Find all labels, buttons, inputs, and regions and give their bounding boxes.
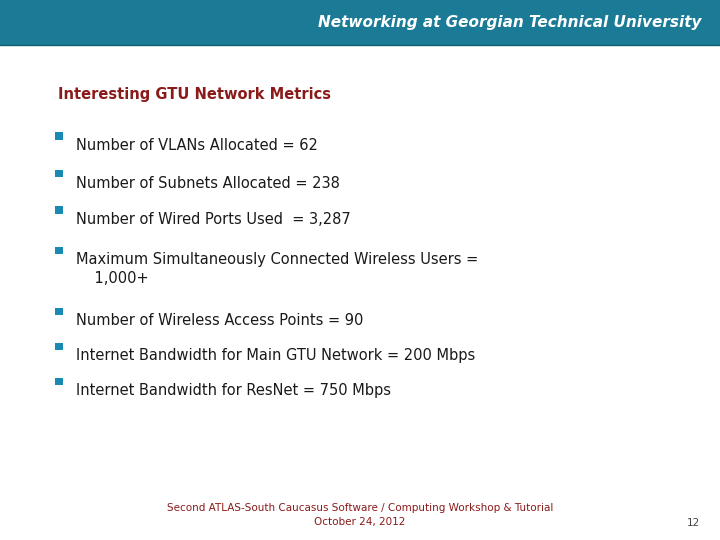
Text: Internet Bandwidth for ResNet = 750 Mbps: Internet Bandwidth for ResNet = 750 Mbps xyxy=(76,383,391,399)
FancyBboxPatch shape xyxy=(55,378,63,386)
FancyBboxPatch shape xyxy=(55,343,63,350)
FancyBboxPatch shape xyxy=(55,170,63,178)
FancyBboxPatch shape xyxy=(55,206,63,214)
Text: Interesting GTU Network Metrics: Interesting GTU Network Metrics xyxy=(58,87,330,103)
Text: Number of VLANs Allocated = 62: Number of VLANs Allocated = 62 xyxy=(76,138,318,153)
Text: Networking at Georgian Technical University: Networking at Georgian Technical Univers… xyxy=(318,15,702,30)
FancyBboxPatch shape xyxy=(55,132,63,140)
Text: Number of Wireless Access Points = 90: Number of Wireless Access Points = 90 xyxy=(76,313,363,328)
FancyBboxPatch shape xyxy=(55,247,63,254)
Text: Internet Bandwidth for Main GTU Network = 200 Mbps: Internet Bandwidth for Main GTU Network … xyxy=(76,348,475,363)
Text: 12: 12 xyxy=(687,518,700,528)
Text: Maximum Simultaneously Connected Wireless Users =
    1,000+: Maximum Simultaneously Connected Wireles… xyxy=(76,252,478,286)
Text: Second ATLAS-South Caucasus Software / Computing Workshop & Tutorial
October 24,: Second ATLAS-South Caucasus Software / C… xyxy=(167,503,553,527)
Text: Number of Subnets Allocated = 238: Number of Subnets Allocated = 238 xyxy=(76,176,339,191)
FancyBboxPatch shape xyxy=(55,308,63,315)
Text: Number of Wired Ports Used  = 3,287: Number of Wired Ports Used = 3,287 xyxy=(76,212,351,227)
FancyBboxPatch shape xyxy=(0,0,720,45)
